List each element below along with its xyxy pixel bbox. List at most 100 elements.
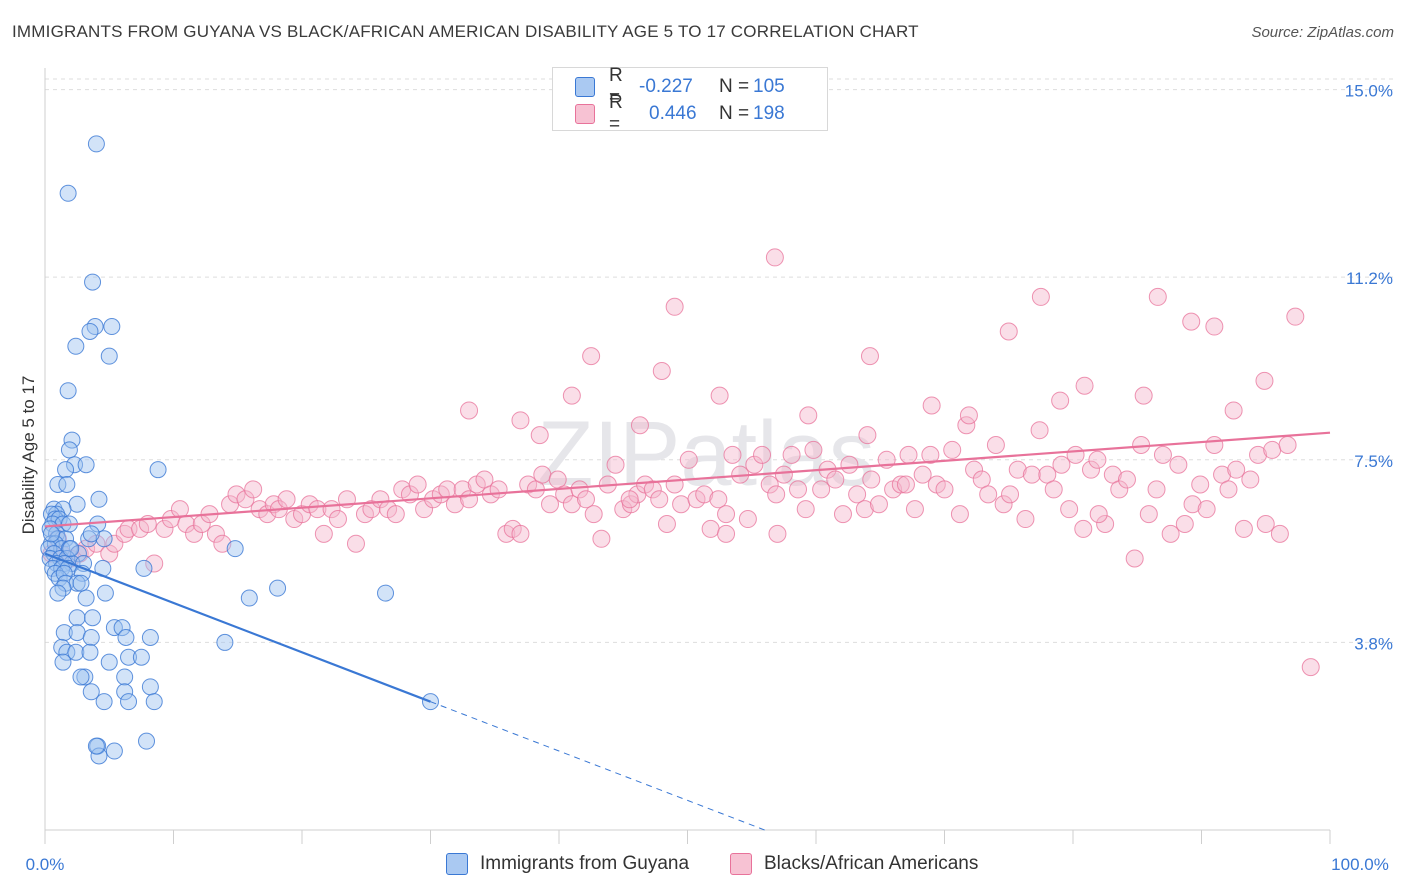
data-point-black [582,347,601,366]
source-label: Source: ZipAtlas.com [1251,24,1394,41]
data-point-black [584,505,603,524]
data-point-black [1301,658,1320,677]
data-point-guyana [116,668,134,686]
data-point-guyana [54,653,72,671]
data-point-black [236,490,255,509]
data-point-black [1227,460,1246,479]
data-point-black [227,485,246,504]
data-point-black [1161,524,1180,543]
data-point-black [1031,287,1050,306]
data-point-black [965,460,984,479]
data-point-black [511,411,530,430]
data-point-black [921,445,940,464]
legend-label-guyana: Immigrants from Guyana [480,853,690,874]
data-point-guyana [95,693,113,711]
data-point-guyana [60,441,78,459]
data-point-black [1175,514,1194,533]
data-point-guyana [81,322,99,340]
data-point-black [745,455,764,474]
data-point-guyana [141,678,159,696]
data-point-black [1096,514,1115,533]
data-point-black [695,485,714,504]
data-point-black [460,401,479,420]
data-point-guyana [58,475,76,493]
legend-swatch-blue [446,853,468,875]
data-point-black [782,445,801,464]
bottom-legend-guyana: Immigrants from Guyana [446,852,689,876]
data-point-black [606,455,625,474]
legend-swatch-blue [575,77,595,97]
data-point-black [1263,440,1282,459]
data-point-black [657,514,676,533]
data-point-black [848,485,867,504]
trend-line-black [44,431,1331,528]
data-point-black [314,524,333,543]
data-point-black [855,500,874,519]
data-point-guyana [68,495,86,513]
data-point-guyana [82,525,100,543]
y-tick-label: 3.8% [1354,634,1393,653]
data-point-black [709,490,728,509]
data-point-black [717,505,736,524]
data-point-black [717,524,736,543]
data-point-guyana [96,584,114,602]
data-point-guyana [81,643,99,661]
data-point-guyana [84,273,102,291]
data-point-guyana [87,135,105,153]
data-point-black [738,510,757,529]
data-point-black [511,524,530,543]
data-point-guyana [42,525,60,543]
data-point-black [672,495,691,514]
data-point-black [896,475,915,494]
data-point-guyana [120,693,138,711]
data-point-black [213,534,232,553]
data-point-guyana [113,619,131,637]
data-point-black [453,480,472,499]
data-point-black [913,465,932,484]
data-point-black [943,440,962,459]
data-point-black [723,445,742,464]
data-point-guyana [82,683,100,701]
legend-r-label: R = [609,92,623,135]
data-point-black [1110,480,1129,499]
data-point-guyana [59,184,77,202]
data-point-black [1081,460,1100,479]
legend-n-value: 198 [753,103,785,124]
data-point-black [972,470,991,489]
data-point-black [1205,317,1224,336]
data-point-black [1052,455,1071,474]
data-point-guyana [59,382,77,400]
data-point-black [630,416,649,435]
data-point-guyana [377,584,395,602]
data-point-guyana [100,653,118,671]
data-point-black [346,534,365,553]
data-point-black [891,475,910,494]
data-point-black [460,490,479,509]
data-point-black [1278,436,1297,454]
data-point-black [1016,510,1035,529]
data-point-black [592,529,611,548]
data-point-guyana [49,584,67,602]
y-tick-label: 11.2% [1346,269,1393,288]
data-point-black [950,505,969,524]
data-point-guyana [57,461,75,479]
data-point-black [475,470,494,489]
data-point-black [789,480,808,499]
trend-lines [44,431,1331,831]
data-point-black [774,465,793,484]
data-point-black [1205,436,1224,454]
data-point-black [812,480,831,499]
data-point-black [1148,287,1167,306]
data-point-black [1249,445,1268,464]
legend-r-value: 0.446 [649,103,697,124]
data-point-black [935,480,954,499]
legend: R = -0.227 N = 105 R = 0.446 N = 198 [552,65,828,135]
data-point-guyana [120,648,138,666]
data-point-guyana [86,318,104,336]
data-point-black [185,524,204,543]
data-point-black [1051,391,1070,410]
trend-line-guyana [44,552,431,703]
data-point-black [1066,445,1085,464]
data-point-guyana [49,475,67,493]
data-point-black [489,480,508,499]
